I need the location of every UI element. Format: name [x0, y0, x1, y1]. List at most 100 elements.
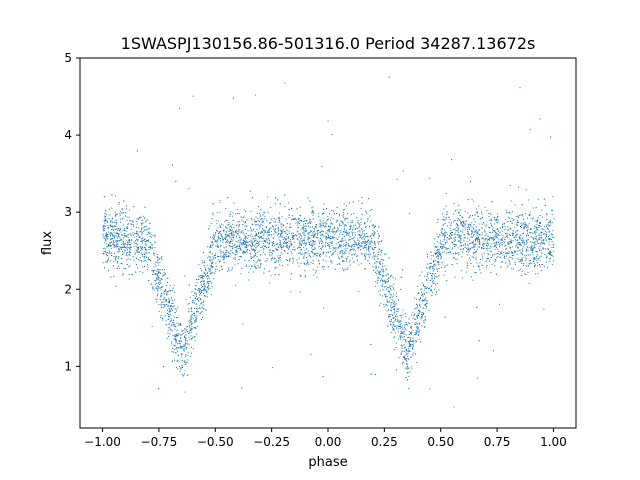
- data-point: [117, 237, 119, 239]
- data-point: [109, 214, 111, 216]
- data-point: [432, 267, 434, 269]
- data-point: [228, 252, 230, 254]
- data-point: [332, 231, 334, 233]
- data-point: [373, 247, 375, 249]
- data-point: [210, 247, 212, 249]
- data-point: [291, 215, 293, 217]
- data-point: [532, 241, 534, 243]
- data-point: [325, 239, 327, 241]
- data-point: [487, 257, 489, 259]
- data-point: [248, 244, 250, 246]
- data-point: [356, 227, 358, 229]
- data-point: [159, 262, 161, 263]
- data-point: [249, 252, 251, 254]
- data-point: [390, 331, 392, 333]
- data-point: [324, 222, 326, 223]
- data-point: [349, 226, 351, 228]
- data-point: [359, 234, 361, 236]
- data-point: [534, 243, 536, 245]
- data-point: [292, 238, 294, 240]
- data-point: [418, 333, 419, 335]
- data-point: [255, 216, 257, 218]
- data-point: [323, 235, 325, 237]
- data-point: [322, 212, 324, 214]
- data-point: [393, 303, 395, 305]
- data-point: [111, 252, 112, 254]
- data-point: [458, 234, 460, 236]
- data-point: [405, 316, 407, 318]
- data-point: [242, 323, 244, 325]
- data-point: [292, 237, 294, 239]
- data-point: [402, 170, 404, 172]
- data-point: [114, 221, 116, 223]
- data-point: [208, 267, 210, 269]
- data-point: [379, 250, 381, 252]
- data-point: [304, 274, 306, 276]
- data-point: [164, 315, 166, 317]
- data-point: [550, 239, 552, 241]
- data-point: [479, 269, 481, 271]
- data-point: [514, 250, 516, 252]
- data-point: [285, 244, 287, 246]
- data-point: [269, 227, 271, 229]
- data-point: [174, 335, 176, 337]
- data-point: [422, 312, 424, 314]
- data-point: [435, 273, 436, 274]
- data-point: [436, 283, 438, 284]
- data-point: [181, 331, 183, 332]
- data-point: [403, 326, 405, 328]
- data-point: [363, 246, 365, 248]
- data-point: [304, 220, 306, 222]
- data-point: [346, 258, 348, 260]
- data-point: [157, 259, 159, 261]
- data-point: [551, 236, 553, 238]
- data-point: [118, 202, 120, 203]
- data-point: [517, 219, 518, 221]
- data-point: [441, 233, 443, 235]
- data-point: [461, 223, 463, 225]
- data-point: [295, 222, 297, 224]
- data-point: [367, 239, 369, 241]
- data-point: [253, 245, 255, 247]
- data-point: [494, 244, 496, 246]
- data-point: [412, 341, 414, 342]
- data-point: [472, 253, 474, 255]
- data-point: [139, 216, 141, 218]
- data-point: [146, 233, 148, 235]
- data-point: [208, 281, 210, 282]
- data-point: [330, 210, 332, 212]
- data-point: [118, 248, 120, 249]
- data-point: [123, 251, 125, 253]
- data-point: [174, 326, 176, 328]
- data-point: [522, 215, 524, 217]
- data-point: [504, 242, 506, 244]
- data-point: [416, 326, 418, 328]
- data-point: [496, 228, 498, 230]
- data-point: [405, 351, 407, 353]
- data-point: [403, 333, 405, 335]
- data-point: [242, 224, 244, 226]
- data-point: [161, 302, 163, 304]
- data-point: [124, 242, 126, 244]
- data-point: [323, 208, 324, 210]
- data-point: [155, 280, 157, 282]
- data-point: [551, 241, 553, 243]
- data-point: [374, 244, 376, 246]
- data-point: [539, 250, 540, 252]
- data-point: [363, 238, 365, 240]
- data-point: [144, 256, 146, 258]
- data-point: [343, 214, 345, 215]
- data-point: [539, 249, 541, 251]
- data-point: [123, 200, 125, 202]
- data-point: [245, 229, 247, 230]
- data-point: [535, 244, 537, 246]
- data-point: [455, 230, 457, 232]
- data-point: [527, 226, 529, 228]
- data-point: [379, 290, 381, 291]
- data-point: [449, 235, 451, 237]
- data-point: [156, 256, 158, 258]
- data-point: [220, 245, 221, 247]
- data-point: [421, 314, 423, 316]
- data-point: [552, 230, 554, 232]
- data-point: [229, 226, 231, 228]
